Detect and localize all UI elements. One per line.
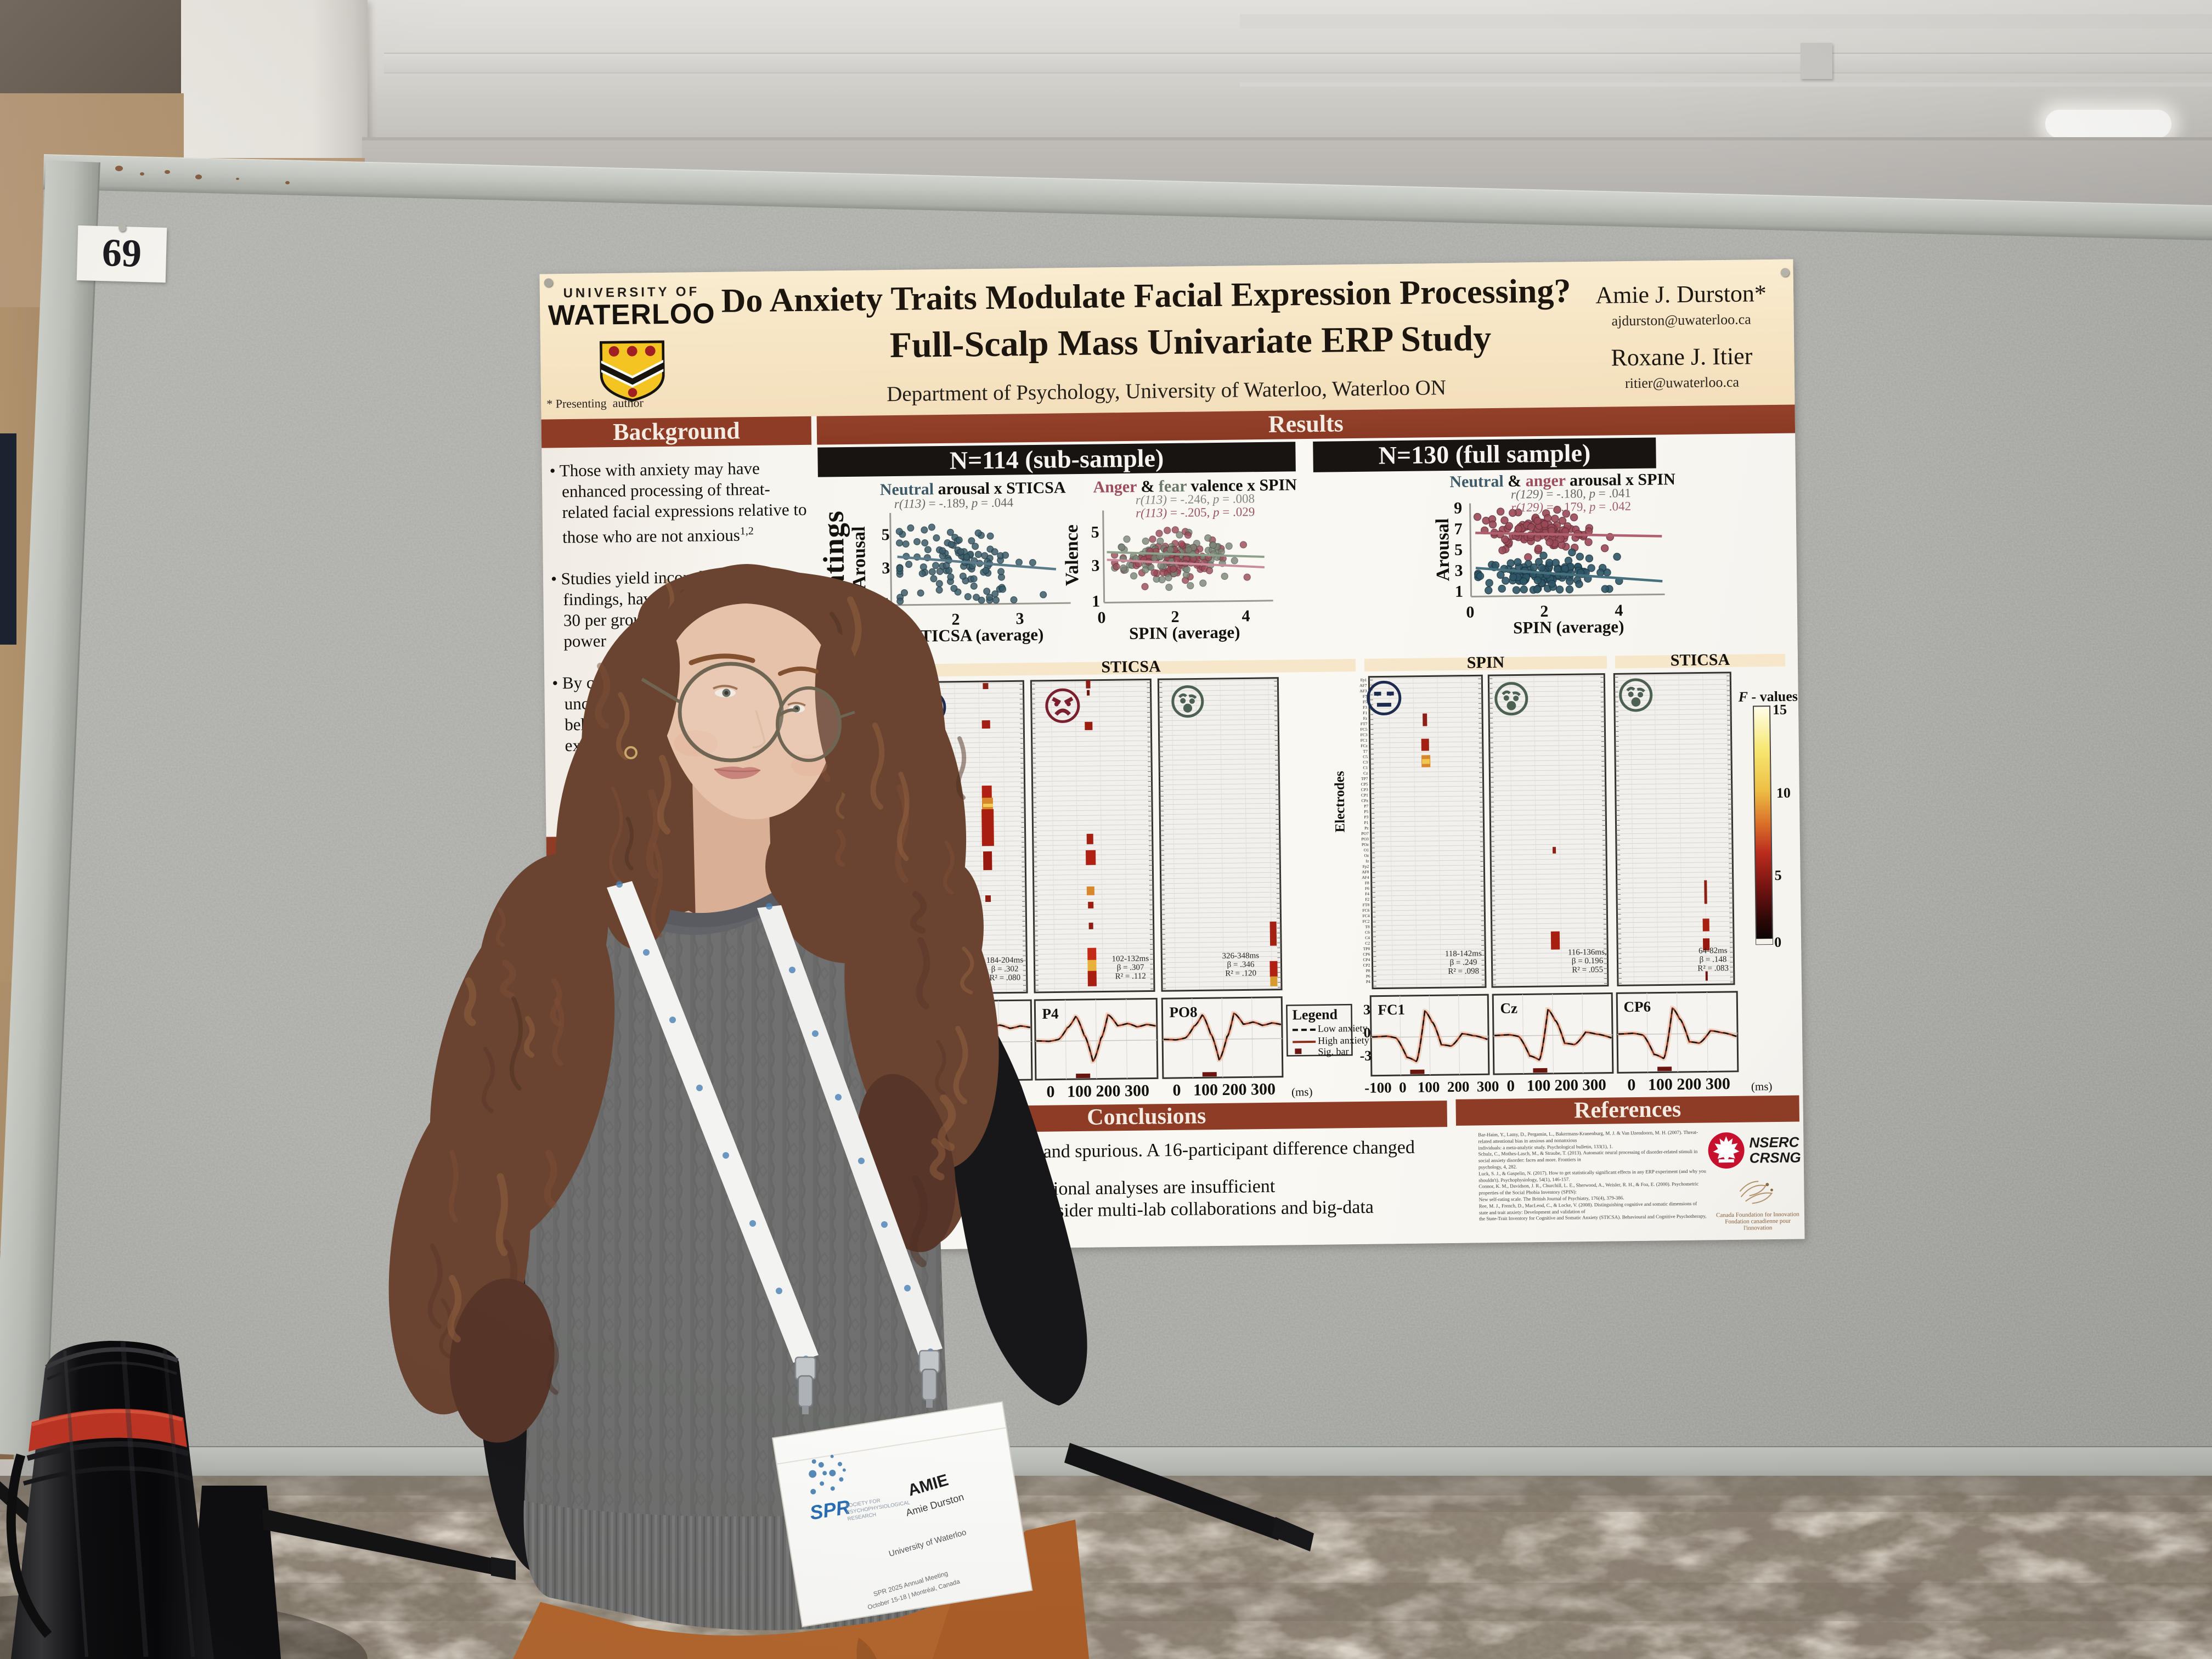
svg-text:CP6: CP6 [1363,952,1370,957]
svg-text:T7: T7 [1363,749,1368,754]
svg-text:FT8: FT8 [1363,902,1370,907]
svg-text:Legend: Legend [1292,1006,1338,1023]
svg-text:Cz: Cz [1363,771,1368,776]
svg-text:F7: F7 [1363,694,1367,699]
svg-text:CP3: CP3 [1361,787,1368,792]
svg-text:PO7: PO7 [1361,831,1369,836]
svg-text:FC6: FC6 [1362,908,1369,913]
svg-text:P8: P8 [1366,968,1370,973]
svg-text:F6: F6 [1365,886,1369,891]
svg-text:AF4: AF4 [1362,875,1369,880]
svg-text:C3: C3 [1363,760,1368,765]
svg-text:C5: C5 [1363,754,1368,759]
svg-text:P3: P3 [1364,815,1368,820]
svg-text:Oz: Oz [1364,853,1369,858]
svg-text:P4: P4 [1366,979,1370,984]
svg-text:TP7: TP7 [1361,776,1368,781]
svg-text:FC5: FC5 [1360,727,1367,732]
svg-text:NSERC: NSERC [1749,1133,1800,1150]
svg-text:F2: F2 [1365,897,1369,902]
svg-text:C6: C6 [1365,930,1370,935]
svg-text:Pz: Pz [1364,826,1369,831]
svg-text:F4: F4 [1365,891,1369,896]
svg-text:C2: C2 [1365,941,1370,946]
svg-text:F8: F8 [1365,881,1369,885]
svg-text:TP8: TP8 [1363,946,1370,951]
svg-text:AF3: AF3 [1359,689,1367,693]
svg-text:T8: T8 [1365,924,1370,929]
svg-text:Iz: Iz [1365,859,1369,864]
svg-text:CP5: CP5 [1361,782,1368,787]
svg-text:AF8: AF8 [1362,870,1369,874]
svg-text:O1: O1 [1364,848,1369,853]
svg-text:CP4: CP4 [1363,957,1370,962]
svg-text:F1: F1 [1363,710,1367,715]
svg-text:CPz: CPz [1361,798,1368,803]
svg-text:F3: F3 [1363,705,1367,710]
svg-text:FC4: FC4 [1362,913,1369,918]
svg-text:PO3: PO3 [1361,837,1369,842]
svg-text:FC2: FC2 [1363,919,1370,924]
svg-text:Fp2: Fp2 [1363,864,1369,869]
svg-text:FC1: FC1 [1361,738,1368,743]
svg-text:Fz: Fz [1363,716,1368,721]
svg-text:FCz: FCz [1361,743,1368,748]
svg-text:F5: F5 [1363,699,1367,704]
svg-text:P6: P6 [1366,974,1370,979]
svg-text:FC3: FC3 [1361,732,1368,737]
svg-text:C4: C4 [1365,935,1370,940]
svg-text:POz: POz [1362,842,1369,847]
svg-text:CP1: CP1 [1361,793,1368,798]
svg-text:P7: P7 [1364,804,1368,809]
svg-text:CP2: CP2 [1363,963,1370,968]
svg-text:P1: P1 [1364,820,1368,825]
svg-text:P5: P5 [1364,809,1368,814]
svg-text:AF7: AF7 [1359,683,1367,688]
svg-text:C1: C1 [1363,765,1368,770]
svg-text:Fp1: Fp1 [1361,678,1367,682]
svg-text:CRSNG: CRSNG [1750,1149,1801,1166]
svg-text:FT7: FT7 [1361,721,1368,726]
